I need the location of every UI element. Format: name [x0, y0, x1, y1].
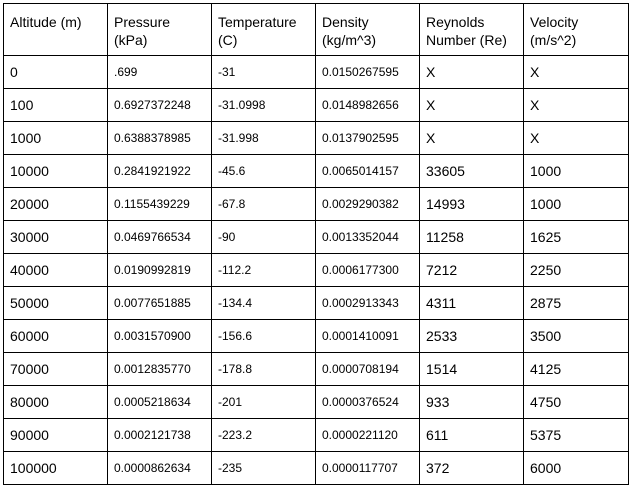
- cell-density: 0.0148982656: [315, 88, 420, 122]
- cell-altitude: 90000: [3, 418, 108, 452]
- cell-density: 0.0137902595: [315, 121, 420, 155]
- cell-altitude: 1000: [3, 121, 108, 155]
- cell-pressure: 0.0005218634: [107, 385, 212, 419]
- table-row: 30000 0.0469766534 -90 0.0013352044 11258 162…: [3, 220, 629, 254]
- cell-density: 0.0001410091: [315, 319, 420, 353]
- data-table: Altitude (m) Pressure (kPa) Temperature (C…: [3, 3, 629, 485]
- cell-reynolds: X: [419, 121, 524, 155]
- table-row: 70000 0.0012835770 -178.8 0.0000708194 1514 4…: [3, 352, 629, 386]
- header-velocity: Velocity (m/s^2): [523, 3, 629, 56]
- cell-temperature: -223.2: [211, 418, 316, 452]
- cell-temperature: -178.8: [211, 352, 316, 386]
- header-density: Density (kg/m^3): [315, 3, 420, 56]
- cell-density: 0.0065014157: [315, 154, 420, 188]
- cell-reynolds: 933: [419, 385, 524, 419]
- cell-altitude: 0: [3, 55, 108, 89]
- cell-velocity: 5375: [523, 418, 629, 452]
- table-row: 100000 0.0000862634 -235 0.0000117707 372 600…: [3, 451, 629, 485]
- table-row: 80000 0.0005218634 -201 0.0000376524 933 4750: [3, 385, 629, 419]
- cell-altitude: 80000: [3, 385, 108, 419]
- cell-altitude: 60000: [3, 319, 108, 353]
- header-altitude: Altitude (m): [3, 3, 108, 56]
- cell-velocity: 3500: [523, 319, 629, 353]
- table-row: 1000 0.6388378985 -31.998 0.0137902595 X X: [3, 121, 629, 155]
- table-row: 0.699 -31 0.0150267595 X X: [3, 55, 629, 89]
- cell-temperature: -134.4: [211, 286, 316, 320]
- cell-pressure: 0.0077651885: [107, 286, 212, 320]
- cell-pressure: 0.0190992819: [107, 253, 212, 287]
- cell-temperature: -45.6: [211, 154, 316, 188]
- cell-pressure: 0.6927372248: [107, 88, 212, 122]
- cell-velocity: 1000: [523, 154, 629, 188]
- cell-velocity: X: [523, 121, 629, 155]
- cell-velocity: 1625: [523, 220, 629, 254]
- cell-altitude: 100000: [3, 451, 108, 485]
- header-row: Altitude (m) Pressure (kPa) Temperature (C…: [3, 3, 629, 56]
- cell-altitude: 40000: [3, 253, 108, 287]
- cell-velocity: 4125: [523, 352, 629, 386]
- cell-density: 0.0000221120: [315, 418, 420, 452]
- cell-altitude: 70000: [3, 352, 108, 386]
- cell-temperature: -31: [211, 55, 316, 89]
- cell-reynolds: X: [419, 88, 524, 122]
- table-row: 20000 0.1155439229 -67.8 0.0029290382 14993 1…: [3, 187, 629, 221]
- cell-density: 0.0029290382: [315, 187, 420, 221]
- cell-velocity: 1000: [523, 187, 629, 221]
- cell-velocity: 2250: [523, 253, 629, 287]
- cell-altitude: 100: [3, 88, 108, 122]
- cell-reynolds: 7212: [419, 253, 524, 287]
- cell-velocity: X: [523, 55, 629, 89]
- cell-density: 0.0013352044: [315, 220, 420, 254]
- table-row: 60000 0.0031570900 -156.6 0.0001410091 2533 3…: [3, 319, 629, 353]
- cell-density: 0.0006177300: [315, 253, 420, 287]
- cell-temperature: -201: [211, 385, 316, 419]
- cell-pressure: 0.6388378985: [107, 121, 212, 155]
- cell-temperature: -112.2: [211, 253, 316, 287]
- table-row: 50000 0.0077651885 -134.4 0.0002913343 4311 2…: [3, 286, 629, 320]
- cell-density: 0.0000376524: [315, 385, 420, 419]
- table-row: 10000 0.2841921922 -45.6 0.0065014157 33605 1…: [3, 154, 629, 188]
- cell-temperature: -156.6: [211, 319, 316, 353]
- table-row: 40000 0.0190992819 -112.2 0.0006177300 7212 2…: [3, 253, 629, 287]
- cell-pressure: 0.0031570900: [107, 319, 212, 353]
- cell-temperature: -31.998: [211, 121, 316, 155]
- cell-pressure: 0.2841921922: [107, 154, 212, 188]
- table-row: 90000 0.0002121738 -223.2 0.0000221120 611 53…: [3, 418, 629, 452]
- cell-temperature: -67.8: [211, 187, 316, 221]
- cell-density: 0.0150267595: [315, 55, 420, 89]
- cell-reynolds: 4311: [419, 286, 524, 320]
- cell-density: 0.0000117707: [315, 451, 420, 485]
- cell-pressure: 0.0002121738: [107, 418, 212, 452]
- cell-reynolds: 2533: [419, 319, 524, 353]
- cell-pressure: .699: [107, 55, 212, 89]
- cell-reynolds: 14993: [419, 187, 524, 221]
- cell-altitude: 20000: [3, 187, 108, 221]
- cell-velocity: X: [523, 88, 629, 122]
- cell-temperature: -235: [211, 451, 316, 485]
- cell-reynolds: 372: [419, 451, 524, 485]
- cell-pressure: 0.0012835770: [107, 352, 212, 386]
- cell-reynolds: 611: [419, 418, 524, 452]
- cell-reynolds: 33605: [419, 154, 524, 188]
- header-pressure: Pressure (kPa): [107, 3, 212, 56]
- cell-density: 0.0000708194: [315, 352, 420, 386]
- header-temperature: Temperature (C): [211, 3, 316, 56]
- cell-density: 0.0002913343: [315, 286, 420, 320]
- cell-pressure: 0.0469766534: [107, 220, 212, 254]
- cell-velocity: 4750: [523, 385, 629, 419]
- cell-velocity: 2875: [523, 286, 629, 320]
- cell-reynolds: X: [419, 55, 524, 89]
- cell-reynolds: 11258: [419, 220, 524, 254]
- cell-altitude: 30000: [3, 220, 108, 254]
- table-row: 100 0.6927372248 -31.0998 0.0148982656 X X: [3, 88, 629, 122]
- cell-temperature: -31.0998: [211, 88, 316, 122]
- cell-pressure: 0.1155439229: [107, 187, 212, 221]
- cell-altitude: 50000: [3, 286, 108, 320]
- header-reynolds: Reynolds Number (Re): [419, 3, 524, 56]
- cell-pressure: 0.0000862634: [107, 451, 212, 485]
- cell-velocity: 6000: [523, 451, 629, 485]
- cell-reynolds: 1514: [419, 352, 524, 386]
- cell-temperature: -90: [211, 220, 316, 254]
- cell-altitude: 10000: [3, 154, 108, 188]
